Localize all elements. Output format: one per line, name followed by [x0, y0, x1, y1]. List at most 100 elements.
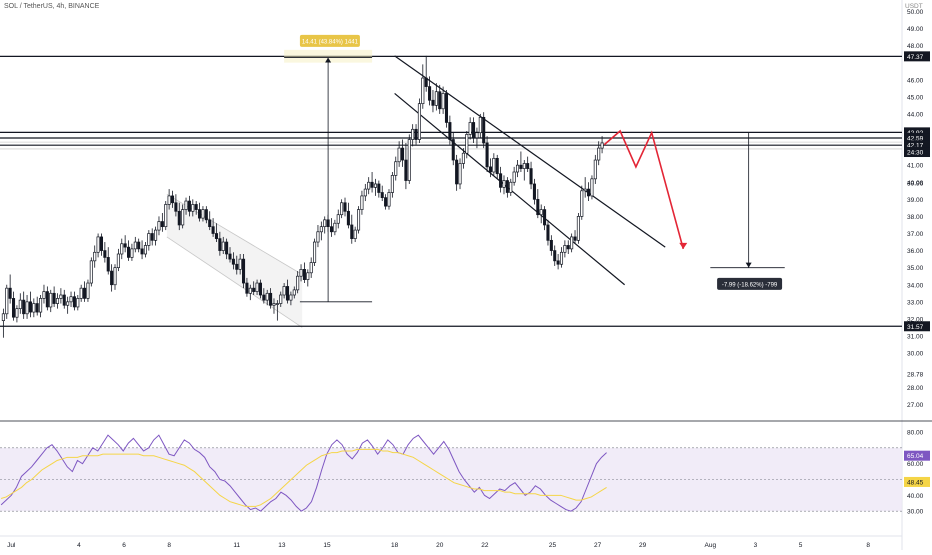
candle-body [336, 214, 340, 224]
measure-up-label-box [299, 34, 360, 47]
candle-body [472, 122, 476, 139]
candle [539, 204, 543, 224]
candle-body [570, 236, 574, 250]
candle-body [214, 233, 219, 239]
candle [157, 216, 161, 236]
candle [529, 161, 533, 190]
candle [147, 230, 151, 251]
candle-body [468, 122, 472, 135]
price-label: 31.57 [907, 324, 924, 331]
candle-body [174, 202, 178, 212]
candle [597, 141, 601, 166]
candle-body [130, 248, 134, 258]
candle [228, 247, 232, 263]
candle [154, 226, 158, 246]
candle-body [458, 163, 462, 185]
candle-body [127, 246, 131, 258]
candle [204, 206, 208, 224]
candle-body [461, 152, 465, 164]
candle-body [167, 195, 171, 205]
candle-body [512, 171, 516, 183]
candle [86, 279, 90, 302]
candle-body [120, 243, 124, 255]
time-tick-label: Jul [7, 542, 16, 549]
candle-body [79, 287, 83, 299]
candle [475, 127, 479, 149]
candle [272, 298, 276, 314]
measure-up-arrow [325, 57, 332, 63]
time-tick-label: 15 [323, 542, 331, 549]
candle [110, 264, 114, 292]
candle [198, 202, 202, 222]
candle-body [353, 229, 357, 239]
candle [18, 293, 22, 314]
candle [113, 264, 117, 290]
candle [515, 160, 520, 178]
candle-body [522, 163, 526, 169]
candle-body [42, 291, 46, 299]
rsi-ma-value-box [904, 476, 930, 487]
candle [164, 201, 168, 231]
candle [45, 286, 49, 311]
candle [441, 86, 445, 114]
price-tick-label: 50.00 [907, 9, 924, 16]
candle-body [566, 245, 570, 250]
candle-body [323, 219, 327, 228]
measure-down-label: -7.99 (-18.62%) -799 [722, 282, 778, 288]
candle [576, 213, 580, 244]
candle [1, 308, 5, 338]
rsi-value-box [904, 450, 930, 461]
candle [55, 293, 60, 309]
candle [93, 245, 97, 268]
candle-body [204, 209, 208, 221]
candle-body [377, 183, 381, 193]
candle [414, 124, 418, 145]
time-tick-label: Aug [705, 542, 717, 549]
candle [536, 189, 540, 219]
candle [25, 295, 29, 319]
candle [329, 218, 334, 237]
candle-body [191, 204, 195, 212]
price-label: 24:30 [907, 150, 924, 157]
channel-2-upper [394, 55, 666, 248]
candle-body [543, 209, 547, 226]
candle-body [154, 229, 158, 241]
candle [49, 289, 53, 313]
candle [397, 141, 401, 167]
candle-body [485, 142, 489, 168]
candle [79, 284, 83, 302]
candle [573, 230, 577, 244]
price-tick-label: 39.00 [907, 197, 924, 204]
candle [488, 158, 492, 178]
candle-body [340, 202, 344, 216]
candle [468, 117, 472, 140]
candle [377, 180, 381, 198]
price-tick-label: 35.00 [907, 265, 924, 272]
candle [509, 178, 513, 196]
candle [285, 279, 290, 304]
candle-body [99, 236, 104, 251]
time-tick-label: 18 [391, 542, 399, 549]
candle [343, 197, 347, 217]
candle-body [201, 209, 205, 219]
candle-body [438, 91, 442, 110]
candle-body [346, 210, 350, 226]
candle-body [35, 303, 39, 313]
candle-body [93, 251, 97, 262]
candle [593, 154, 597, 184]
time-tick-label: 8 [866, 542, 870, 549]
candle-body [587, 188, 591, 197]
candle [170, 190, 175, 208]
candle [373, 178, 377, 196]
candle [532, 178, 536, 205]
candle-body [187, 200, 191, 212]
candle-body [319, 226, 323, 233]
time-tick-label: 25 [549, 542, 557, 549]
candle [248, 284, 252, 301]
candle [279, 291, 283, 307]
candle-body [475, 132, 479, 139]
candle-body [384, 197, 388, 207]
candle [194, 201, 198, 215]
